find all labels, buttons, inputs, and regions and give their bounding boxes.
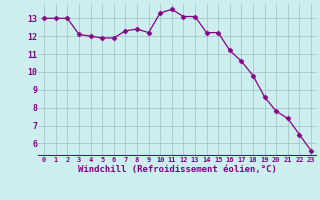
X-axis label: Windchill (Refroidissement éolien,°C): Windchill (Refroidissement éolien,°C) <box>78 165 277 174</box>
